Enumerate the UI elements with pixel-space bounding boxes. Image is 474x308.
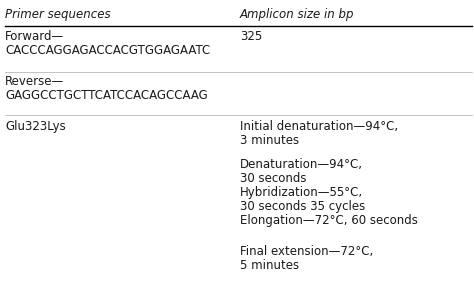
- Text: Amplicon size in bp: Amplicon size in bp: [240, 8, 355, 21]
- Text: Elongation—72°C, 60 seconds: Elongation—72°C, 60 seconds: [240, 214, 418, 227]
- Text: Reverse—: Reverse—: [5, 75, 64, 88]
- Text: GAGGCCTGCTTCATCCACAGCCAAG: GAGGCCTGCTTCATCCACAGCCAAG: [5, 89, 208, 102]
- Text: Forward—: Forward—: [5, 30, 64, 43]
- Text: 30 seconds 35 cycles: 30 seconds 35 cycles: [240, 200, 365, 213]
- Text: CACCCAGGAGACCACGTGGAGAATC: CACCCAGGAGACCACGTGGAGAATC: [5, 44, 210, 57]
- Text: Primer sequences: Primer sequences: [5, 8, 110, 21]
- Text: 325: 325: [240, 30, 262, 43]
- Text: 30 seconds: 30 seconds: [240, 172, 307, 185]
- Text: Final extension—72°C,: Final extension—72°C,: [240, 245, 373, 258]
- Text: 3 minutes: 3 minutes: [240, 134, 299, 147]
- Text: 5 minutes: 5 minutes: [240, 259, 299, 272]
- Text: Initial denaturation—94°C,: Initial denaturation—94°C,: [240, 120, 398, 133]
- Text: Hybridization—55°C,: Hybridization—55°C,: [240, 186, 363, 199]
- Text: Glu323Lys: Glu323Lys: [5, 120, 66, 133]
- Text: Denaturation—94°C,: Denaturation—94°C,: [240, 158, 363, 171]
